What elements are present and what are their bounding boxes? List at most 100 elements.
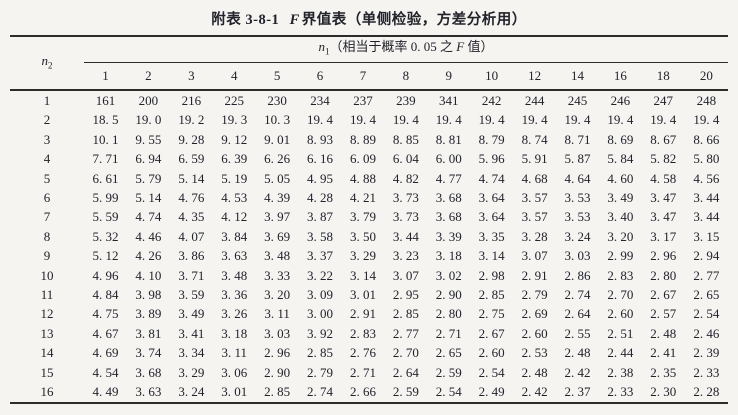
f-value-cell: 4. 07 <box>178 228 205 244</box>
f-value-cell: 3. 57 <box>521 209 548 225</box>
f-value-cell: 3. 44 <box>392 228 419 244</box>
f-value-cell: 9. 01 <box>264 131 291 147</box>
f-value-cell: 4. 69 <box>92 345 119 361</box>
f-value-cell: 4. 21 <box>349 190 376 206</box>
title-suffix: 界值表（单侧检验，方差分析用） <box>301 12 527 28</box>
row-header: 14 <box>40 345 54 361</box>
f-value-cell: 2. 70 <box>607 287 634 303</box>
f-value-cell: 3. 15 <box>693 228 720 244</box>
f-value-cell: 6. 94 <box>135 151 162 167</box>
f-value-cell: 3. 71 <box>178 267 205 283</box>
column-header: 1 <box>84 62 127 91</box>
f-value-cell: 2. 41 <box>650 345 677 361</box>
f-value-cell: 2. 90 <box>264 364 291 380</box>
f-value-cell: 19. 3 <box>221 112 248 128</box>
f-value-cell: 3. 40 <box>607 209 634 225</box>
f-value-cell: 6. 26 <box>264 151 291 167</box>
f-value-cell: 4. 64 <box>564 170 591 186</box>
n1-header: n1（相当于概率 0. 05 之 F 值） <box>84 36 728 63</box>
table-row: 6 5. 99 5. 14 4. 76 4. 53 4. 39 4. 28 4. 21 3. 7… <box>10 188 728 207</box>
f-value-cell: 248 <box>696 93 717 108</box>
table-row: 1 161 200 216 225 230 234 237 239 341 242 244 245 246… <box>10 90 728 110</box>
f-value-cell: 5. 32 <box>92 228 119 244</box>
f-value-cell: 7. 71 <box>92 151 119 167</box>
f-value-cell: 6. 39 <box>221 151 248 167</box>
f-value-cell: 2. 59 <box>384 382 428 404</box>
f-value-cell: 3. 09 <box>307 287 334 303</box>
f-value-cell: 239 <box>396 93 416 108</box>
column-header: 20 <box>684 62 728 91</box>
f-value-cell: 3. 23 <box>392 248 419 264</box>
f-value-cell: 3. 11 <box>264 306 290 322</box>
f-value-cell: 3. 00 <box>307 306 334 322</box>
f-value-cell: 2. 48 <box>650 325 677 341</box>
f-value-cell: 2. 60 <box>521 325 548 341</box>
f-value-cell: 3. 35 <box>478 228 505 244</box>
f-value-cell: 237 <box>353 93 373 108</box>
f-value-cell: 2. 64 <box>392 364 419 380</box>
f-value-cell: 3. 44 <box>693 209 720 225</box>
column-header: 18 <box>641 62 685 91</box>
f-value-cell: 5. 87 <box>564 151 591 167</box>
f-value-cell: 3. 11 <box>221 345 247 361</box>
f-value-cell: 3. 68 <box>435 209 462 225</box>
row-header: 1 <box>43 93 51 108</box>
f-value-cell: 244 <box>524 93 545 108</box>
f-value-cell: 3. 98 <box>135 287 162 303</box>
f-value-cell: 5. 82 <box>650 151 677 167</box>
f-value-cell: 4. 75 <box>92 306 119 322</box>
f-value-cell: 9. 28 <box>178 131 205 147</box>
f-value-cell: 5. 19 <box>221 170 248 186</box>
f-value-cell: 3. 48 <box>264 248 291 264</box>
f-value-cell: 2. 42 <box>564 364 591 380</box>
table-header: n2 n1（相当于概率 0. 05 之 F 值） 1 2 3 4 5 6 7 8 9 10 12 14… <box>10 36 728 91</box>
f-value-cell: 3. 29 <box>349 248 376 264</box>
f-value-cell: 3. 97 <box>264 209 291 225</box>
f-value-cell: 3. 81 <box>135 325 162 341</box>
f-value-cell: 19. 4 <box>607 112 634 128</box>
f-value-cell: 4. 95 <box>307 170 334 186</box>
f-value-cell: 2. 54 <box>478 364 505 380</box>
column-header: 2 <box>126 62 170 91</box>
f-value-cell: 3. 39 <box>435 228 462 244</box>
f-value-cell: 230 <box>267 93 287 108</box>
f-value-cell: 4. 96 <box>92 267 119 283</box>
row-header: 16 <box>10 382 85 404</box>
f-value-cell: 2. 67 <box>478 325 505 341</box>
f-value-cell: 3. 92 <box>307 325 334 341</box>
f-value-cell: 2. 42 <box>513 382 557 404</box>
n2-sub: 2 <box>48 60 53 71</box>
f-value-cell: 2. 96 <box>264 345 291 361</box>
row-header: 13 <box>40 325 54 341</box>
f-value-cell: 6. 61 <box>92 170 119 186</box>
f-value-cell: 2. 71 <box>435 325 462 341</box>
f-value-cell: 2. 59 <box>435 364 462 380</box>
column-header: 14 <box>556 62 599 91</box>
table-row: 14 4. 69 3. 74 3. 34 3. 11 2. 96 2. 85 2. 76 2. … <box>10 343 728 362</box>
f-value-cell: 2. 51 <box>607 325 634 341</box>
f-value-cell: 5. 84 <box>607 151 634 167</box>
f-value-cell: 2. 49 <box>470 382 514 404</box>
f-value-cell: 2. 37 <box>556 382 599 404</box>
f-value-cell: 4. 74 <box>478 170 505 186</box>
f-value-cell: 3. 34 <box>178 345 205 361</box>
f-value-cell: 5. 80 <box>693 151 720 167</box>
f-value-cell: 3. 20 <box>607 228 634 244</box>
row-header: 3 <box>43 131 51 147</box>
f-value-cell: 5. 59 <box>92 209 119 225</box>
f-value-cell: 4. 76 <box>178 190 205 206</box>
f-value-cell: 4. 68 <box>521 170 548 186</box>
f-value-cell: 19. 4 <box>564 112 591 128</box>
f-value-cell: 2. 39 <box>693 345 720 361</box>
f-value-cell: 3. 20 <box>264 287 291 303</box>
f-value-cell: 3. 24 <box>169 382 213 404</box>
f-value-cell: 3. 57 <box>521 190 548 206</box>
table-row: 8 5. 32 4. 46 4. 07 3. 84 3. 69 3. 58 3. 50 3. 4… <box>10 227 728 246</box>
f-value-cell: 5. 14 <box>178 170 205 186</box>
table-body: 1 161 200 216 225 230 234 237 239 341 242 244 245 246… <box>10 90 728 404</box>
f-value-cell: 2. 74 <box>298 382 342 404</box>
f-value-cell: 8. 71 <box>564 131 591 147</box>
f-value-cell: 2. 48 <box>564 345 591 361</box>
f-value-cell: 2. 28 <box>684 382 728 404</box>
f-value-cell: 3. 01 <box>212 382 256 404</box>
